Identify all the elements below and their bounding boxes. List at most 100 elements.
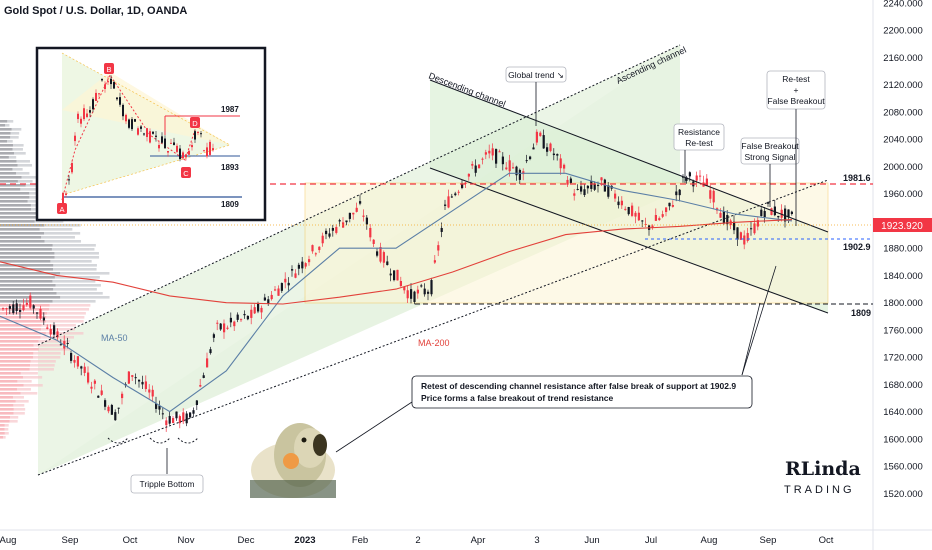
inset-candle-body bbox=[92, 99, 94, 110]
candle-body bbox=[546, 147, 549, 152]
candle-body bbox=[481, 158, 484, 160]
candle-body bbox=[508, 160, 511, 172]
x-tick-label: Nov bbox=[178, 535, 195, 546]
x-tick-label: Aug bbox=[701, 535, 718, 546]
retest-text-1: Re-test bbox=[782, 74, 810, 84]
candle-body bbox=[59, 344, 62, 346]
volume-bar bbox=[0, 340, 39, 343]
candle-body bbox=[219, 323, 222, 330]
inset-level-1893: 1893 bbox=[221, 163, 239, 172]
inset-candle-body bbox=[131, 119, 133, 130]
candle-body bbox=[250, 309, 253, 318]
candle-body bbox=[301, 261, 304, 269]
volume-bar bbox=[0, 124, 6, 127]
candle-body bbox=[243, 313, 246, 316]
volume-bar bbox=[60, 296, 110, 299]
volume-bar bbox=[0, 208, 32, 211]
candle-body bbox=[699, 175, 702, 177]
volume-bar bbox=[12, 168, 23, 171]
inset-level-1809: 1809 bbox=[221, 200, 239, 209]
inset-point-b: B bbox=[104, 63, 114, 74]
volume-bar bbox=[0, 416, 11, 419]
x-tick-label: 3 bbox=[534, 535, 539, 546]
volume-bar bbox=[0, 256, 55, 259]
candle-body bbox=[199, 385, 202, 387]
candle-body bbox=[529, 156, 532, 160]
volume-bar bbox=[0, 304, 50, 307]
candle-body bbox=[712, 190, 715, 203]
candle-body bbox=[359, 201, 362, 204]
candle-body bbox=[763, 210, 766, 218]
candle-body bbox=[586, 185, 589, 189]
volume-bar bbox=[49, 304, 91, 307]
candle-body bbox=[90, 386, 93, 389]
candle-body bbox=[471, 163, 474, 166]
x-tick-label: Oct bbox=[819, 535, 834, 546]
x-tick-label: Jul bbox=[645, 535, 657, 546]
volume-bar bbox=[0, 312, 48, 315]
volume-bar bbox=[0, 428, 5, 431]
volume-bar bbox=[0, 376, 24, 379]
candle-body bbox=[498, 151, 501, 153]
candle-body bbox=[369, 227, 372, 238]
volume-bar bbox=[0, 204, 31, 207]
note-line-2: Price forms a false breakout of trend re… bbox=[421, 393, 614, 403]
inset-candle-body bbox=[152, 131, 154, 134]
candle-body bbox=[746, 232, 749, 241]
inset-candle-body bbox=[203, 150, 205, 152]
volume-bar bbox=[0, 180, 18, 183]
y-tick-label: 1520.000 bbox=[883, 489, 923, 500]
candle-body bbox=[212, 334, 215, 338]
false-breakout-callout: False Breakout Strong Signal bbox=[740, 137, 800, 207]
volume-bar bbox=[13, 404, 25, 407]
candle-body bbox=[722, 211, 725, 224]
candle-body bbox=[291, 269, 294, 271]
candle-body bbox=[80, 366, 83, 369]
candle-body bbox=[36, 312, 39, 314]
volume-bar bbox=[0, 232, 45, 235]
inset-candle-body bbox=[167, 150, 169, 153]
candle-body bbox=[172, 418, 175, 423]
inset-candle-body bbox=[104, 84, 106, 89]
y-tick-label: 2200.000 bbox=[883, 26, 923, 37]
candle-body bbox=[750, 228, 753, 230]
candle-body bbox=[406, 290, 409, 299]
candle-body bbox=[29, 295, 32, 308]
candle-body bbox=[131, 375, 134, 377]
volume-bar bbox=[0, 260, 51, 263]
inset-candle-body bbox=[179, 148, 181, 159]
y-axis-panel bbox=[873, 0, 932, 530]
inset-candle-body bbox=[98, 93, 100, 95]
volume-bar bbox=[0, 392, 21, 395]
candle-body bbox=[46, 327, 49, 329]
candle-body bbox=[784, 208, 787, 222]
candle-body bbox=[246, 315, 249, 320]
candle-body bbox=[515, 166, 518, 176]
candle-body bbox=[654, 215, 657, 221]
volume-bar bbox=[13, 396, 24, 399]
candle-body bbox=[355, 207, 358, 212]
resistance-text-2: Re-test bbox=[685, 138, 713, 148]
volume-bar bbox=[52, 300, 96, 303]
descending-channel-upper bbox=[429, 79, 829, 233]
candle-body bbox=[372, 239, 375, 244]
candle-body bbox=[444, 204, 447, 206]
candle-body bbox=[209, 349, 212, 354]
volume-bar bbox=[0, 268, 54, 271]
volume-bar bbox=[51, 248, 95, 251]
candle-body bbox=[631, 205, 634, 216]
volume-bar bbox=[54, 276, 100, 279]
candle-body bbox=[66, 343, 69, 345]
volume-bar bbox=[0, 380, 18, 383]
candle-body bbox=[413, 291, 416, 302]
volume-bar bbox=[0, 228, 40, 231]
volume-bar bbox=[53, 288, 97, 291]
x-tick-label: Dec bbox=[238, 535, 255, 546]
candle-body bbox=[8, 306, 11, 309]
candle-body bbox=[297, 264, 300, 269]
volume-bar bbox=[10, 136, 19, 139]
candle-body bbox=[620, 200, 623, 206]
inset-candle-body bbox=[107, 81, 109, 83]
volume-bar bbox=[0, 192, 30, 195]
candle-body bbox=[790, 211, 793, 215]
